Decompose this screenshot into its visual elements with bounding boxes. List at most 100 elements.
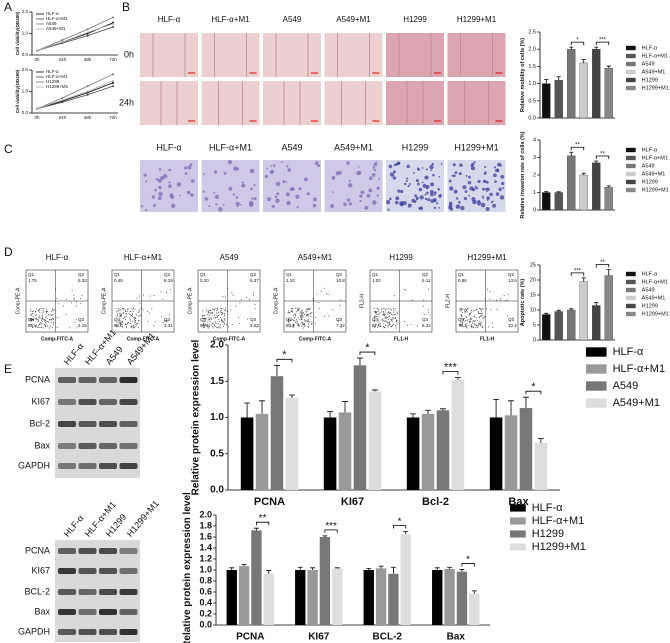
- legend-swatch: [626, 171, 636, 177]
- row-label: BCL-2: [24, 586, 50, 596]
- band: [58, 568, 76, 574]
- event: [123, 312, 125, 314]
- blot: [55, 540, 140, 642]
- legend-swatch: [626, 287, 636, 293]
- event: [507, 315, 509, 317]
- cell: [169, 194, 175, 200]
- cell: [468, 175, 471, 179]
- cell: [204, 197, 209, 201]
- event: [212, 325, 214, 327]
- cell: [190, 179, 195, 183]
- event: [500, 298, 502, 300]
- event: [338, 320, 340, 322]
- event: [73, 297, 75, 299]
- event: [297, 310, 299, 312]
- event: [30, 318, 32, 320]
- event: [324, 287, 326, 289]
- legend-label: H1299: [642, 179, 658, 185]
- event: [126, 310, 128, 312]
- bar: [323, 417, 337, 490]
- cell: [312, 197, 317, 202]
- event: [469, 321, 471, 323]
- event: [203, 325, 205, 327]
- event: [376, 313, 378, 315]
- cell: [227, 159, 233, 165]
- event: [391, 325, 393, 327]
- event: [80, 297, 82, 299]
- axis-label: Comp-PE-A: [15, 287, 21, 314]
- event: [56, 317, 58, 319]
- quadrant-label: 3.03: [250, 323, 259, 328]
- event: [484, 315, 486, 317]
- y-tick-label: 0: [533, 207, 536, 213]
- event: [212, 327, 214, 329]
- cell: [402, 200, 407, 206]
- event: [470, 317, 472, 319]
- event: [45, 322, 47, 324]
- event: [210, 317, 212, 319]
- cell: [303, 177, 308, 182]
- event: [131, 313, 133, 315]
- event: [475, 326, 477, 328]
- event: [477, 312, 479, 314]
- event: [405, 289, 407, 291]
- y-tick-label: 2.0: [22, 9, 29, 14]
- quadrant-label: Q1: [28, 272, 35, 277]
- event: [41, 318, 43, 320]
- cell: [433, 199, 436, 203]
- significance-label: *: [466, 554, 470, 565]
- event: [42, 309, 44, 311]
- event: [303, 323, 305, 325]
- event: [475, 317, 477, 319]
- cell: [235, 195, 239, 199]
- legend-label: H1299: [46, 79, 60, 84]
- cell: [433, 193, 436, 196]
- event: [209, 318, 211, 320]
- cell: [346, 161, 350, 165]
- error-bar: [471, 590, 477, 594]
- event: [170, 289, 172, 291]
- event: [47, 325, 49, 327]
- event: [133, 324, 135, 326]
- cell: [485, 180, 489, 184]
- event: [42, 327, 44, 329]
- cell: [421, 181, 424, 184]
- event: [213, 309, 215, 311]
- event: [389, 308, 391, 310]
- event: [223, 319, 225, 321]
- cell: [214, 194, 220, 200]
- legend-label: A549: [613, 380, 639, 392]
- event: [503, 295, 505, 297]
- event: [124, 309, 126, 311]
- event: [41, 307, 43, 309]
- error-bar: [327, 411, 334, 418]
- event: [477, 326, 479, 328]
- event: [203, 323, 205, 325]
- event: [219, 311, 221, 313]
- event: [32, 311, 34, 313]
- event: [125, 315, 127, 317]
- bar: [579, 281, 588, 341]
- event: [135, 314, 137, 316]
- event: [231, 292, 233, 294]
- band: [99, 589, 117, 595]
- cell: [213, 170, 218, 174]
- cell: [452, 163, 456, 167]
- event: [374, 325, 376, 327]
- event: [296, 323, 298, 325]
- event: [394, 314, 396, 316]
- y-tick-label: 1.0: [22, 31, 29, 36]
- band: [119, 548, 138, 554]
- event: [305, 311, 307, 313]
- event: [134, 320, 136, 322]
- event: [132, 327, 134, 329]
- bar: [592, 49, 601, 119]
- event: [465, 310, 467, 312]
- event: [46, 310, 48, 312]
- error-bar: [356, 357, 363, 366]
- event: [126, 327, 128, 329]
- bar: [421, 413, 435, 490]
- event: [295, 319, 297, 321]
